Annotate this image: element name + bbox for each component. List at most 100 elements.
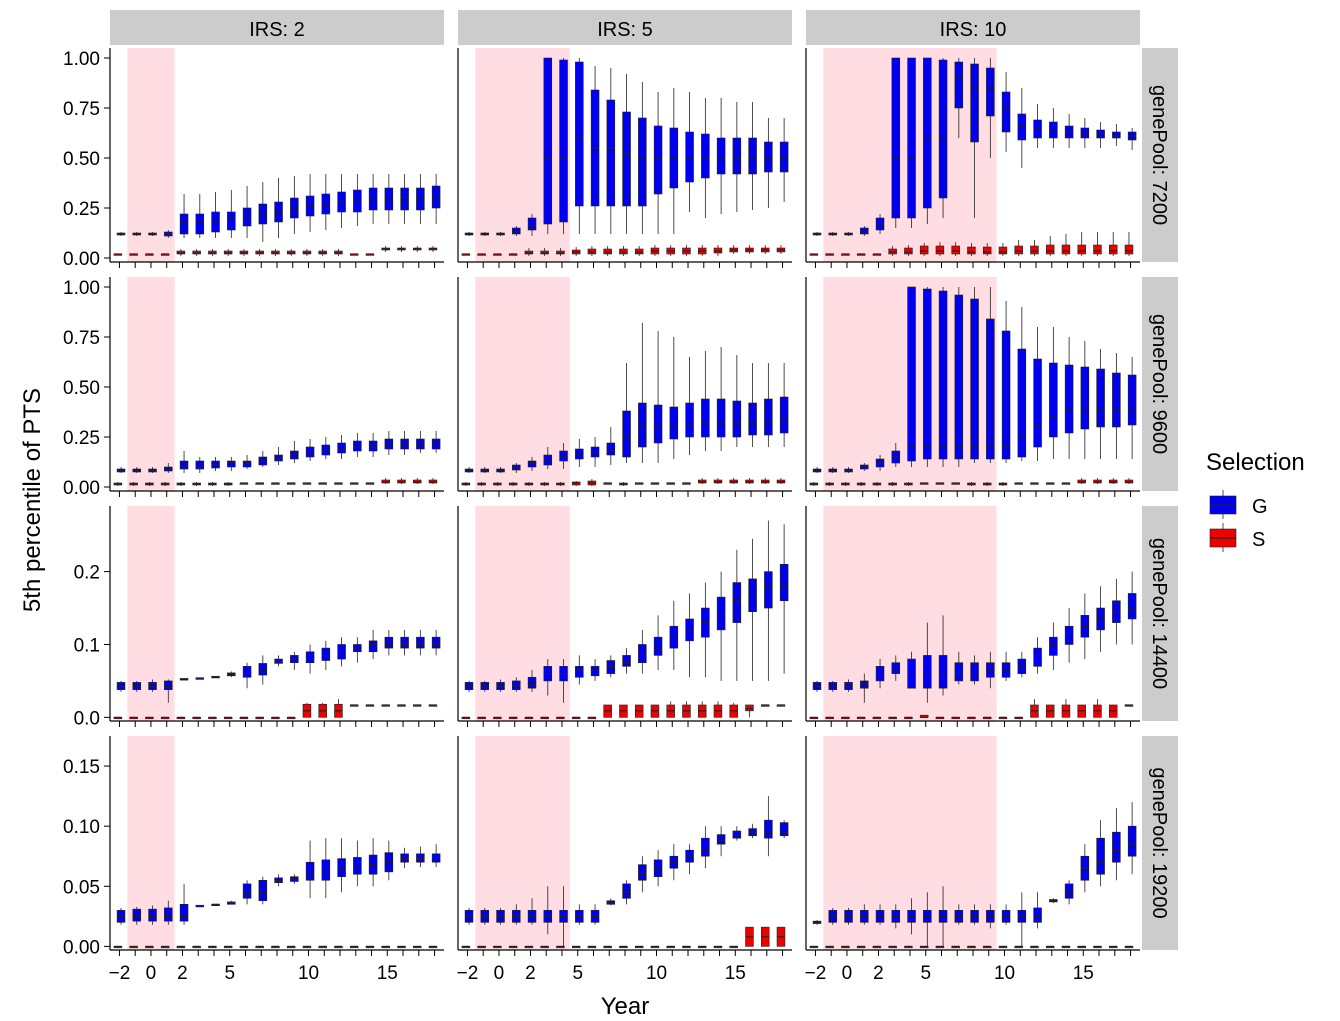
row-strip-label: genePool: 14400 xyxy=(1148,538,1170,689)
box-S-year-10 xyxy=(650,945,660,949)
box-body xyxy=(431,185,441,209)
box-S-year-13 xyxy=(349,253,359,256)
box-body xyxy=(622,410,631,458)
box-G-year-6 xyxy=(590,66,600,234)
box-S-year--2 xyxy=(461,945,471,949)
box-S-year--1 xyxy=(825,253,834,256)
panel-genePool-9600-IRS-5 xyxy=(461,277,789,491)
box-S-year-2 xyxy=(524,248,534,256)
box-G-year-15 xyxy=(1080,844,1090,893)
box-S-year-6 xyxy=(239,716,249,720)
box-S-year-2 xyxy=(872,945,882,949)
box-G-year-8 xyxy=(622,648,631,674)
box-G-year-11 xyxy=(669,600,679,670)
box-G-year-4 xyxy=(907,898,916,935)
legend-item-S: S xyxy=(1209,523,1265,552)
box-S-year-6 xyxy=(239,945,249,949)
box-G-year-0 xyxy=(148,679,157,692)
box-S-year-1 xyxy=(508,716,518,720)
box-body xyxy=(384,187,394,211)
box-body xyxy=(638,864,647,881)
box-body xyxy=(368,640,378,653)
box-body xyxy=(954,294,964,460)
panel-genePool-19200-IRS-10 xyxy=(809,736,1137,950)
box-body xyxy=(923,655,932,689)
row-strip xyxy=(1142,736,1178,950)
box-body xyxy=(1096,837,1105,875)
box-S-year-4 xyxy=(904,245,913,256)
box-G-year-5 xyxy=(923,287,932,467)
box-G-year-16 xyxy=(748,102,757,210)
box-S-year-15 xyxy=(1077,704,1086,718)
box-body xyxy=(195,460,205,470)
x-tick-label: 10 xyxy=(298,963,319,984)
box-body xyxy=(1014,245,1023,255)
box-S-year-6 xyxy=(935,945,945,949)
box-S-year-17 xyxy=(1108,478,1118,484)
box-G-year-8 xyxy=(970,287,979,463)
box-body xyxy=(919,245,929,255)
box-S-year--2 xyxy=(809,945,819,949)
box-body xyxy=(970,63,979,143)
box-S-year-4 xyxy=(556,716,565,720)
box-S-year-7 xyxy=(603,246,612,256)
box-G-year--2 xyxy=(812,919,822,925)
box-G-year-9 xyxy=(290,874,299,884)
box-body xyxy=(701,398,710,438)
y-tick-label: 0.50 xyxy=(63,378,100,399)
box-S-year-5 xyxy=(919,482,929,485)
box-S-year-13 xyxy=(1045,704,1055,718)
box-G-year-11 xyxy=(321,838,331,899)
box-S-year-1 xyxy=(160,716,170,720)
box-body xyxy=(748,402,757,436)
box-S-year-13 xyxy=(349,482,359,485)
box-body xyxy=(321,647,331,661)
box-G-year-13 xyxy=(353,840,362,887)
box-S-year-12 xyxy=(682,482,691,485)
box-G-year-13 xyxy=(701,582,710,678)
box-G-year-6 xyxy=(242,662,252,689)
box-S-year-18 xyxy=(1124,232,1134,256)
y-tick-label: 0.75 xyxy=(63,99,100,120)
box-G-year-17 xyxy=(1112,808,1121,881)
box-S-year-16 xyxy=(397,478,406,484)
box-S-year-9 xyxy=(634,704,644,718)
box-G-year-2 xyxy=(875,455,885,471)
box-S-year-14 xyxy=(713,245,723,256)
box-S-year-10 xyxy=(302,249,312,256)
box-S-year-10 xyxy=(998,945,1008,949)
box-G-year-5 xyxy=(575,58,584,234)
box-body xyxy=(1030,245,1039,255)
box-G-year-9 xyxy=(290,651,299,670)
box-S-year--2 xyxy=(113,482,123,486)
box-G-year-17 xyxy=(1112,353,1121,459)
box-S-year--1 xyxy=(477,482,486,486)
box-S-year-16 xyxy=(1093,478,1102,484)
box-G-year-18 xyxy=(779,820,789,839)
box-S-year-11 xyxy=(666,945,675,949)
box-body xyxy=(179,904,189,922)
box-body xyxy=(274,658,283,664)
box-G-year-6 xyxy=(938,58,948,218)
box-G-year-13 xyxy=(353,174,362,226)
box-G-year-18 xyxy=(1127,357,1137,459)
box-S-year-18 xyxy=(776,704,786,707)
box-body xyxy=(923,57,932,209)
box-G-year-14 xyxy=(368,433,378,457)
box-body xyxy=(400,187,409,211)
box-body xyxy=(416,438,425,450)
y-axis-title: 5th percentile of PTS xyxy=(19,388,46,612)
box-S-year-13 xyxy=(1045,482,1055,485)
box-body xyxy=(368,187,378,211)
box-body xyxy=(543,454,553,466)
box-G-year-10 xyxy=(1001,651,1011,681)
box-S-year-2 xyxy=(176,716,186,720)
irs-shaded-period xyxy=(475,736,570,950)
box-S-year-1 xyxy=(856,945,866,949)
box-S-year-10 xyxy=(302,482,312,485)
box-G-year-18 xyxy=(1127,802,1137,875)
box-G-year-7 xyxy=(954,287,964,467)
box-S-year-14 xyxy=(365,482,375,485)
box-G-year-6 xyxy=(242,880,252,905)
box-G-year-3 xyxy=(891,655,901,681)
